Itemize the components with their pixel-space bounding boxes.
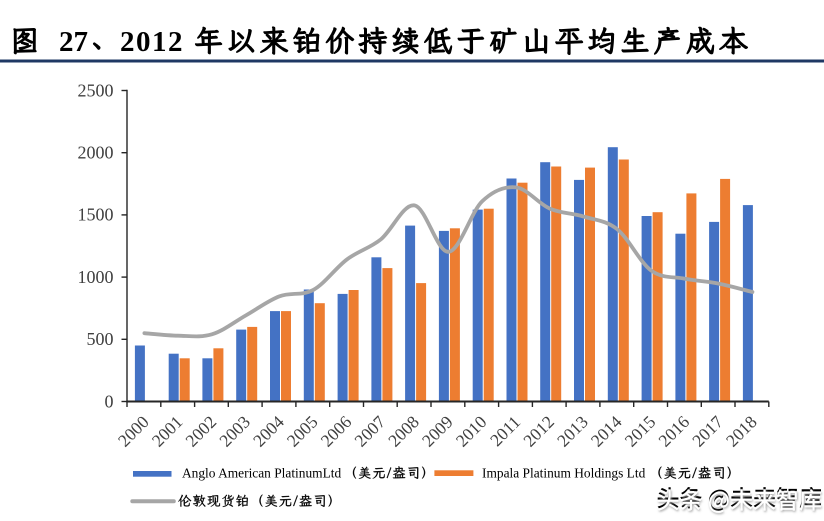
svg-text:0: 0 [105, 391, 114, 411]
svg-text:1500: 1500 [78, 205, 114, 225]
svg-text:Anglo American PlatinumLtd: Anglo American PlatinumLtd [182, 466, 341, 481]
svg-text:500: 500 [87, 329, 114, 349]
svg-text:2500: 2500 [78, 80, 114, 100]
svg-text:2012: 2012 [120, 26, 184, 58]
svg-text:1000: 1000 [78, 267, 114, 287]
svg-text:27: 27 [59, 26, 88, 58]
svg-text:Impala Platinum Holdings Ltd: Impala Platinum Holdings Ltd [482, 466, 646, 481]
svg-text:2000: 2000 [78, 143, 114, 163]
